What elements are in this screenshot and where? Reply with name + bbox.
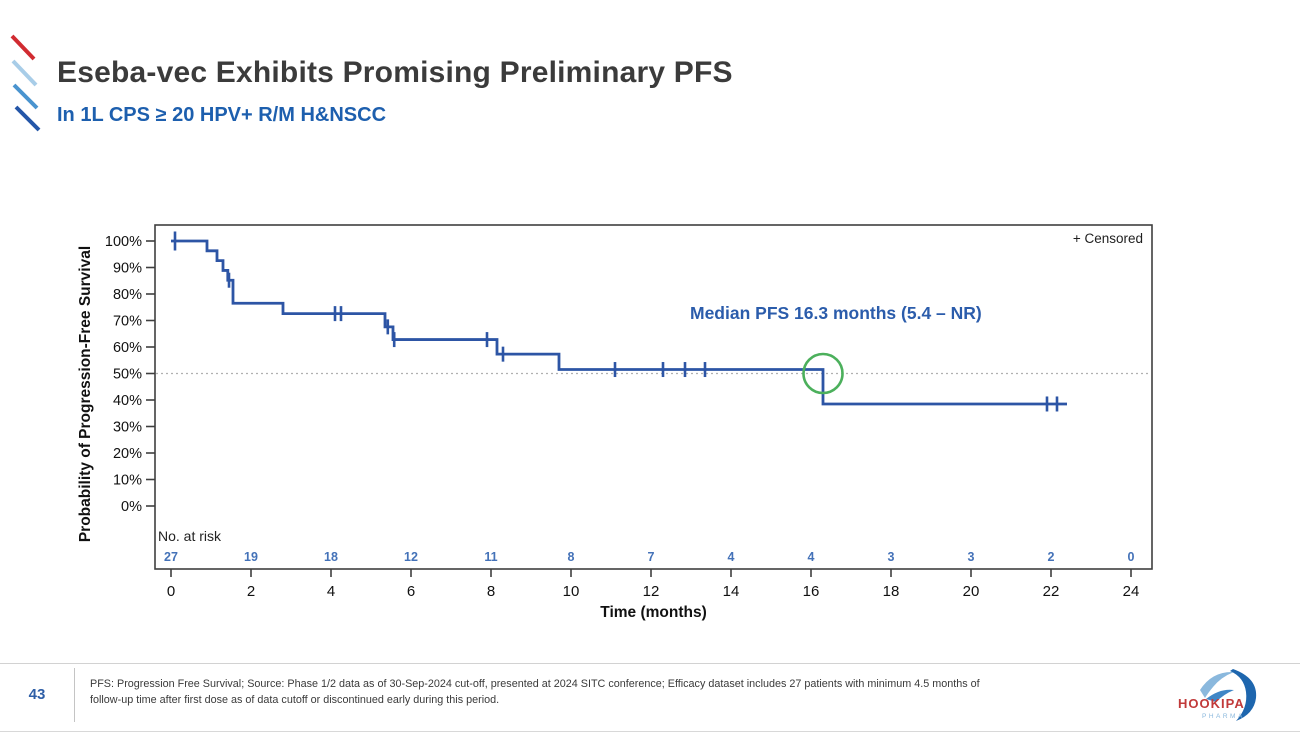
x-tick-label: 12 [643, 583, 660, 600]
x-tick-label: 8 [487, 583, 495, 600]
footnote: PFS: Progression Free Survival; Source: … [90, 677, 1170, 708]
x-tick-label: 2 [247, 583, 255, 600]
median-pfs-annotation: Median PFS 16.3 months (5.4 – NR) [690, 303, 982, 323]
censored-legend: + Censored [1072, 231, 1143, 246]
x-tick-label: 10 [563, 583, 580, 600]
logo-wave-dark [1230, 669, 1257, 721]
y-tick-label: 90% [113, 261, 142, 277]
footer-divider [74, 668, 75, 722]
at-risk-count: 19 [244, 550, 258, 564]
y-tick-label: 100% [105, 234, 142, 250]
y-tick-label: 80% [113, 287, 142, 303]
at-risk-count: 4 [728, 550, 735, 564]
at-risk-count: 3 [968, 550, 975, 564]
at-risk-count: 11 [484, 550, 497, 564]
hookipa-logo: HOOKIPA PHARMA [1178, 669, 1257, 721]
y-tick-label: 50% [113, 367, 142, 383]
x-tick-label: 16 [803, 583, 820, 600]
x-tick-label: 24 [1123, 583, 1140, 600]
plot-frame [154, 224, 1153, 570]
logo-wordmark: HOOKIPA [1178, 696, 1245, 711]
slide-title: Eseba-vec Exhibits Promising Preliminary… [57, 56, 733, 89]
y-tick-label: 70% [113, 314, 142, 330]
at-risk-count: 12 [404, 550, 418, 564]
y-tick-label: 60% [113, 340, 142, 356]
logo-wave-mid [1206, 689, 1234, 702]
y-tick-label: 10% [113, 473, 142, 489]
logo-wave-light [1200, 671, 1234, 698]
y-tick-label: 20% [113, 446, 142, 462]
x-tick-label: 18 [883, 583, 900, 600]
accent-line-red [10, 34, 36, 61]
x-tick-label: 4 [327, 583, 335, 600]
median-crossing-circle [802, 352, 844, 395]
footer-top-rule [0, 663, 1300, 664]
slide-subtitle: In 1L CPS ≥ 20 HPV+ R/M H&NSCC [57, 104, 387, 126]
x-tick-label: 20 [963, 583, 980, 600]
logo-sub-wordmark: PHARMA [1202, 713, 1245, 720]
x-axis-label: Time (months) [600, 604, 707, 621]
x-tick-label: 22 [1043, 583, 1060, 600]
at-risk-count: 0 [1128, 550, 1135, 564]
y-tick-label: 40% [113, 393, 142, 409]
footnote-line-1: PFS: Progression Free Survival; Source: … [90, 678, 980, 690]
x-tick-label: 6 [407, 583, 415, 600]
at-risk-count: 7 [648, 550, 655, 564]
accent-line-midblue [12, 83, 39, 110]
at-risk-count: 27 [164, 550, 178, 564]
at-risk-count: 2 [1048, 550, 1055, 564]
km-curve [171, 239, 1067, 406]
at-risk-count: 4 [808, 550, 815, 564]
at-risk-count: 18 [324, 550, 338, 564]
accent-line-lightblue [11, 59, 38, 87]
y-axis-label: Probability of Progression-Free Survival [77, 245, 94, 543]
corner-accent-lines [10, 34, 41, 132]
at-risk-table-label: No. at risk [158, 528, 222, 544]
accent-line-darkblue [14, 105, 41, 132]
at-risk-count: 3 [888, 550, 895, 564]
y-tick-label: 0% [121, 499, 142, 515]
x-tick-label: 0 [167, 583, 175, 600]
at-risk-count: 8 [568, 550, 575, 564]
footnote-line-2: follow-up time after first dose as of da… [90, 693, 500, 706]
x-tick-label: 14 [723, 583, 740, 600]
y-tick-label: 30% [113, 420, 142, 436]
page-number: 43 [28, 686, 46, 703]
